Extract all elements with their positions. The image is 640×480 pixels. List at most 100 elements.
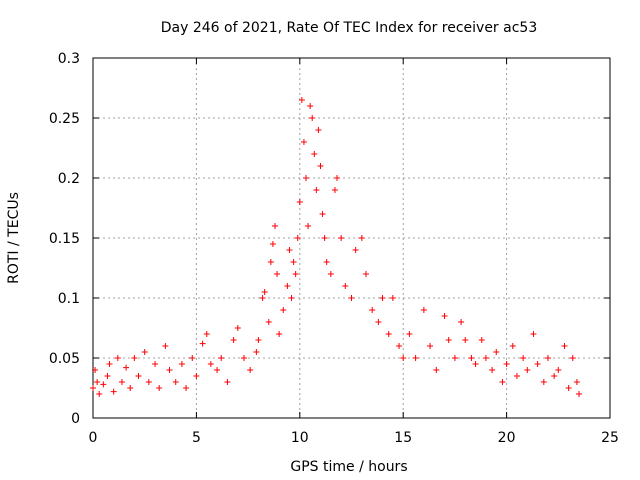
data-point bbox=[433, 367, 440, 373]
data-point bbox=[313, 187, 320, 193]
data-point bbox=[294, 235, 301, 241]
data-point bbox=[412, 355, 419, 361]
plot-border bbox=[92, 57, 611, 419]
data-point bbox=[362, 271, 369, 277]
data-point bbox=[520, 355, 527, 361]
data-point bbox=[288, 295, 295, 301]
data-point bbox=[224, 379, 231, 385]
data-point bbox=[573, 379, 580, 385]
data-point bbox=[307, 103, 314, 109]
data-point bbox=[544, 355, 551, 361]
data-point bbox=[427, 343, 434, 349]
data-point bbox=[305, 223, 312, 229]
data-point bbox=[565, 385, 572, 391]
data-point bbox=[482, 355, 489, 361]
data-point bbox=[298, 97, 305, 103]
data-point bbox=[92, 367, 99, 373]
y-tick-label: 0.05 bbox=[49, 351, 80, 367]
data-point bbox=[575, 391, 582, 397]
grid bbox=[93, 58, 610, 418]
data-point bbox=[441, 313, 448, 319]
data-point bbox=[445, 337, 452, 343]
data-point bbox=[207, 361, 214, 367]
y-axis: 0 0.05 0.1 0.15 0.2 0.25 0.3 bbox=[49, 51, 610, 427]
data-point bbox=[255, 337, 262, 343]
data-point bbox=[327, 271, 334, 277]
data-point bbox=[458, 319, 465, 325]
x-tick-label: 5 bbox=[192, 430, 201, 446]
data-point bbox=[375, 319, 382, 325]
x-axis-label: GPS time / hours bbox=[290, 459, 407, 475]
data-point bbox=[303, 175, 310, 181]
data-point bbox=[462, 337, 469, 343]
data-point bbox=[274, 271, 281, 277]
data-point bbox=[321, 235, 328, 241]
data-point bbox=[478, 337, 485, 343]
data-point bbox=[284, 283, 291, 289]
data-point bbox=[451, 355, 458, 361]
data-point bbox=[141, 349, 148, 355]
y-axis-label: ROTI / TECUs bbox=[6, 192, 22, 284]
data-point bbox=[290, 259, 297, 265]
x-tick-label: 0 bbox=[89, 430, 98, 446]
data-point bbox=[509, 343, 516, 349]
data-point bbox=[468, 355, 475, 361]
data-point bbox=[183, 385, 190, 391]
data-point bbox=[162, 343, 169, 349]
data-point bbox=[123, 364, 130, 371]
data-point bbox=[296, 199, 303, 205]
data-point bbox=[311, 151, 318, 157]
data-point bbox=[178, 361, 185, 367]
data-point bbox=[189, 355, 196, 361]
data-point bbox=[503, 361, 510, 367]
data-point bbox=[323, 259, 330, 265]
data-point bbox=[100, 381, 107, 388]
data-point bbox=[400, 355, 407, 361]
data-point bbox=[396, 343, 403, 349]
data-point bbox=[493, 349, 500, 355]
data-point bbox=[551, 373, 558, 379]
data-point bbox=[261, 289, 268, 295]
data-point bbox=[534, 361, 541, 367]
data-point bbox=[265, 319, 272, 325]
data-point bbox=[104, 373, 111, 379]
data-point bbox=[253, 349, 260, 355]
data-point bbox=[234, 325, 241, 331]
x-axis: 0 5 10 15 20 25 bbox=[89, 58, 619, 446]
data-point bbox=[214, 367, 221, 373]
data-point bbox=[96, 391, 103, 397]
data-point bbox=[300, 139, 307, 145]
data-point bbox=[315, 127, 322, 133]
data-point bbox=[334, 175, 341, 181]
data-point bbox=[286, 247, 293, 253]
chart-title: Day 246 of 2021, Rate Of TEC Index for r… bbox=[161, 20, 537, 36]
x-tick-label: 10 bbox=[291, 430, 309, 446]
data-point bbox=[145, 379, 152, 385]
data-point bbox=[420, 307, 427, 313]
data-point bbox=[271, 223, 278, 229]
data-point bbox=[540, 379, 547, 385]
data-point bbox=[199, 340, 206, 347]
data-point bbox=[472, 361, 479, 367]
data-point bbox=[513, 373, 520, 379]
data-point bbox=[118, 379, 125, 385]
data-point bbox=[280, 307, 287, 313]
data-point bbox=[230, 337, 237, 343]
plot-frame bbox=[92, 57, 611, 419]
data-point bbox=[499, 379, 506, 385]
data-point bbox=[338, 235, 345, 241]
data-point bbox=[406, 331, 413, 337]
data-point bbox=[319, 211, 326, 217]
data-point bbox=[530, 331, 537, 337]
data-point bbox=[389, 295, 396, 301]
data-point bbox=[203, 331, 210, 337]
data-point bbox=[269, 241, 276, 247]
x-tick-label: 15 bbox=[394, 430, 412, 446]
x-tick-label: 25 bbox=[601, 430, 619, 446]
data-point bbox=[106, 361, 113, 367]
data-point bbox=[94, 379, 101, 385]
x-tick-label: 20 bbox=[498, 430, 516, 446]
y-tick-label: 0.3 bbox=[58, 51, 80, 67]
data-point bbox=[358, 235, 365, 241]
